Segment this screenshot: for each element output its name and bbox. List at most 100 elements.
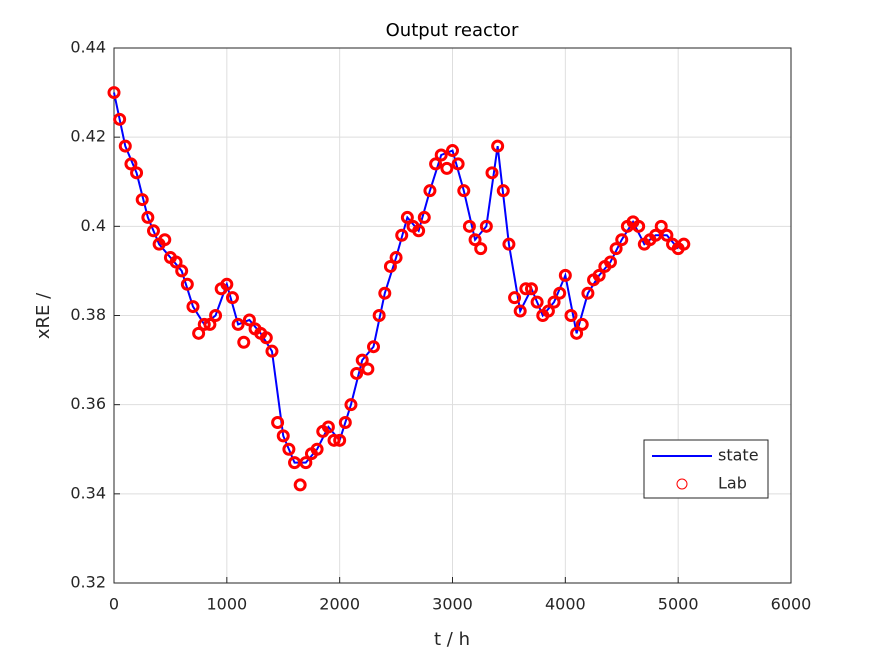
data-point	[389, 251, 403, 265]
data-point	[237, 335, 251, 349]
data-point	[677, 237, 691, 251]
data-point	[175, 264, 189, 278]
data-point	[440, 161, 454, 175]
data-point	[564, 309, 578, 322]
data-point	[118, 139, 132, 153]
data-point	[225, 291, 239, 305]
data-point	[451, 157, 465, 171]
data-point	[383, 259, 397, 273]
data-point	[632, 219, 646, 233]
data-point	[400, 210, 414, 224]
data-point	[220, 277, 234, 291]
data-point	[592, 268, 606, 282]
data-point	[338, 416, 352, 429]
chart-title: Output reactor	[386, 20, 519, 41]
data-point	[192, 326, 206, 340]
data-point	[524, 282, 538, 296]
data-point	[530, 295, 544, 309]
data-point	[615, 233, 629, 247]
data-point	[462, 219, 476, 233]
data-point	[141, 210, 155, 224]
x-tick-label: 6000	[771, 595, 812, 614]
data-point	[197, 317, 211, 331]
data-point	[344, 398, 358, 412]
y-tick-label: 0.42	[70, 127, 106, 146]
data-point	[293, 478, 307, 492]
data-point	[169, 255, 183, 269]
data-point	[553, 286, 567, 300]
data-point	[130, 166, 144, 180]
data-point	[135, 193, 149, 207]
y-tick-label: 0.32	[70, 573, 106, 592]
data-point	[355, 353, 369, 367]
data-point	[570, 326, 584, 340]
data-point	[276, 429, 290, 443]
data-point	[333, 433, 347, 447]
data-point	[265, 344, 279, 358]
data-point	[203, 317, 217, 331]
x-tick-label: 0	[109, 595, 119, 614]
data-point	[271, 416, 285, 429]
data-point	[474, 242, 488, 256]
data-point	[660, 228, 674, 242]
data-point	[361, 362, 375, 376]
legend-box	[643, 439, 769, 499]
x-tick-label: 5000	[658, 595, 699, 614]
data-point	[367, 340, 381, 354]
data-point	[321, 420, 335, 434]
data-point	[158, 233, 172, 247]
data-point	[485, 166, 499, 180]
legend: state Lab	[643, 439, 769, 499]
x-tick-label: 2000	[319, 595, 360, 614]
x-tick-label: 3000	[432, 595, 473, 614]
data-point	[508, 291, 522, 305]
data-point	[372, 309, 386, 322]
data-point	[609, 242, 623, 256]
legend-label: state	[718, 446, 759, 465]
data-point	[180, 277, 194, 291]
data-point	[457, 184, 471, 198]
data-point	[429, 157, 443, 171]
data-point	[299, 456, 313, 470]
data-point	[186, 300, 200, 314]
data-point	[310, 442, 324, 456]
data-point	[350, 366, 364, 380]
x-tick-label: 1000	[206, 595, 247, 614]
legend-label: Lab	[718, 474, 747, 493]
data-point	[502, 237, 516, 251]
y-tick-label: 0.4	[81, 216, 106, 235]
data-point	[231, 317, 245, 331]
y-axis-label: xRE /	[33, 292, 54, 339]
data-point	[603, 255, 617, 269]
plot-frame	[113, 47, 792, 584]
data-point	[479, 219, 493, 233]
data-point	[575, 317, 589, 331]
data-point	[519, 282, 533, 296]
data-point	[412, 224, 426, 238]
data-point	[242, 313, 256, 327]
data-point	[327, 433, 341, 447]
data-point	[468, 233, 482, 247]
legend-marker	[676, 478, 688, 490]
data-point	[491, 139, 505, 153]
data-point	[446, 144, 459, 158]
data-point	[113, 112, 127, 126]
y-tick-label: 0.44	[70, 38, 106, 57]
data-point	[423, 184, 437, 198]
x-axis-label: t / h	[434, 629, 470, 650]
data-point	[558, 268, 572, 282]
data-point	[107, 86, 121, 100]
data-point	[581, 286, 595, 300]
data-point	[417, 210, 431, 224]
y-tick-label: 0.38	[70, 305, 106, 324]
data-point	[395, 228, 409, 242]
y-tick-label: 0.36	[70, 394, 106, 413]
data-point	[434, 148, 448, 162]
data-point	[209, 309, 223, 322]
data-point	[259, 331, 273, 345]
data-point	[541, 304, 555, 318]
data-point	[513, 304, 527, 318]
y-tick-label: 0.34	[70, 483, 106, 502]
